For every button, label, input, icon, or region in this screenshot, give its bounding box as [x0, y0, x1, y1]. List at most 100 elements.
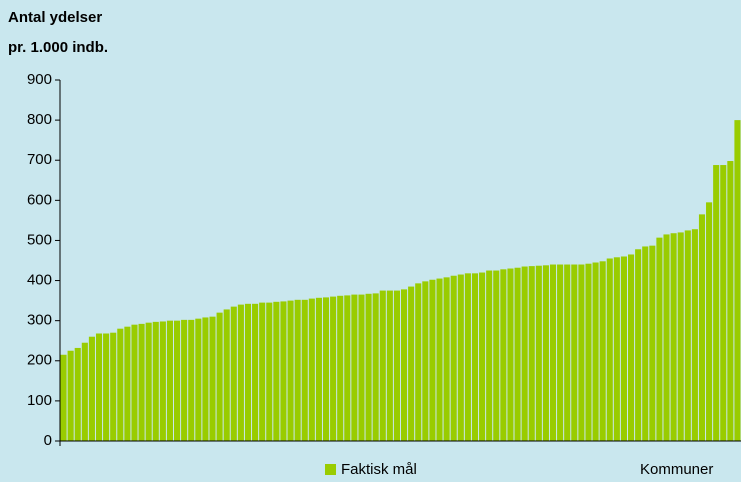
bar: [464, 273, 471, 441]
bar: [330, 296, 337, 441]
bar: [486, 270, 493, 441]
bar: [67, 350, 74, 441]
bar: [649, 245, 656, 441]
bar: [60, 354, 67, 441]
bar: [592, 262, 599, 441]
bar: [507, 268, 514, 441]
bar: [202, 317, 209, 441]
bar: [259, 302, 266, 441]
bar: [174, 320, 181, 441]
bar: [677, 232, 684, 441]
bar: [436, 278, 443, 441]
bar: [117, 328, 124, 441]
bar: [88, 336, 95, 441]
bar: [337, 295, 344, 441]
bar: [301, 299, 308, 441]
bar: [266, 302, 273, 441]
bar: [620, 256, 627, 441]
bar: [273, 301, 280, 441]
bar: [656, 237, 663, 441]
y-tick-label: 100: [27, 392, 52, 409]
y-tick-label: 800: [27, 111, 52, 128]
y-axis-label: Antal ydelser: [8, 9, 102, 26]
bar: [280, 301, 287, 441]
bar: [145, 322, 152, 441]
bar: [216, 312, 223, 441]
y-tick-label: 700: [27, 151, 52, 168]
bar: [479, 272, 486, 441]
bar: [727, 161, 734, 441]
bar: [549, 264, 557, 441]
y-tick-label: 300: [27, 312, 52, 329]
bar: [401, 289, 408, 441]
bar: [152, 321, 159, 441]
bar: [457, 274, 464, 441]
bar: [429, 279, 436, 441]
bar: [95, 333, 103, 441]
bar: [528, 266, 535, 441]
bar: [74, 347, 81, 441]
bar: [322, 297, 330, 441]
y-tick-label: 200: [27, 352, 52, 369]
bar: [578, 264, 585, 441]
bar: [521, 266, 528, 441]
y-tick-label: 600: [27, 191, 52, 208]
bar: [351, 294, 358, 441]
bar: [571, 264, 578, 441]
bar: [734, 120, 741, 441]
bar: [542, 265, 549, 441]
bar: [599, 261, 606, 441]
bar: [344, 295, 351, 441]
bar: [471, 273, 479, 441]
bar: [294, 299, 301, 441]
bar: [450, 275, 457, 441]
bar: [287, 300, 294, 441]
bar: [443, 277, 450, 441]
bar: [628, 254, 635, 441]
y-axis-label: pr. 1.000 indb.: [8, 39, 108, 56]
bar: [379, 290, 386, 441]
bar: [535, 265, 542, 441]
y-tick-label: 900: [27, 71, 52, 88]
bar: [138, 323, 145, 441]
legend-label: Faktisk mål: [341, 461, 417, 478]
bar: [557, 264, 564, 441]
bar: [81, 342, 88, 441]
bar: [642, 246, 649, 441]
bar: [415, 283, 422, 441]
bar: [195, 318, 202, 441]
bar: [493, 270, 500, 441]
bar: [252, 303, 259, 441]
y-tick-label: 500: [27, 231, 52, 248]
bar: [635, 249, 642, 441]
bar: [720, 165, 727, 441]
bar: [684, 230, 691, 441]
y-tick-label: 400: [27, 272, 52, 289]
bar: [159, 321, 166, 441]
bar: [706, 202, 713, 441]
bar: [188, 319, 195, 441]
bar: [606, 258, 613, 441]
bar: [691, 229, 698, 441]
bar: [237, 304, 244, 441]
bar: [223, 309, 230, 441]
bar: [713, 165, 720, 441]
bar: [124, 326, 131, 441]
bar: [358, 294, 365, 441]
bar: [386, 290, 393, 441]
bar: [393, 290, 400, 441]
bar: [613, 257, 620, 441]
bar: [670, 233, 677, 441]
legend-swatch: [325, 464, 336, 475]
bar: [663, 234, 670, 441]
bar: [514, 267, 521, 441]
bar: [585, 263, 592, 441]
bar: [230, 306, 237, 441]
y-tick-label: 0: [44, 432, 52, 449]
bar: [500, 269, 507, 441]
bar: [209, 316, 216, 441]
bar: [110, 332, 117, 441]
bar: [315, 297, 322, 441]
bar: [564, 264, 571, 441]
